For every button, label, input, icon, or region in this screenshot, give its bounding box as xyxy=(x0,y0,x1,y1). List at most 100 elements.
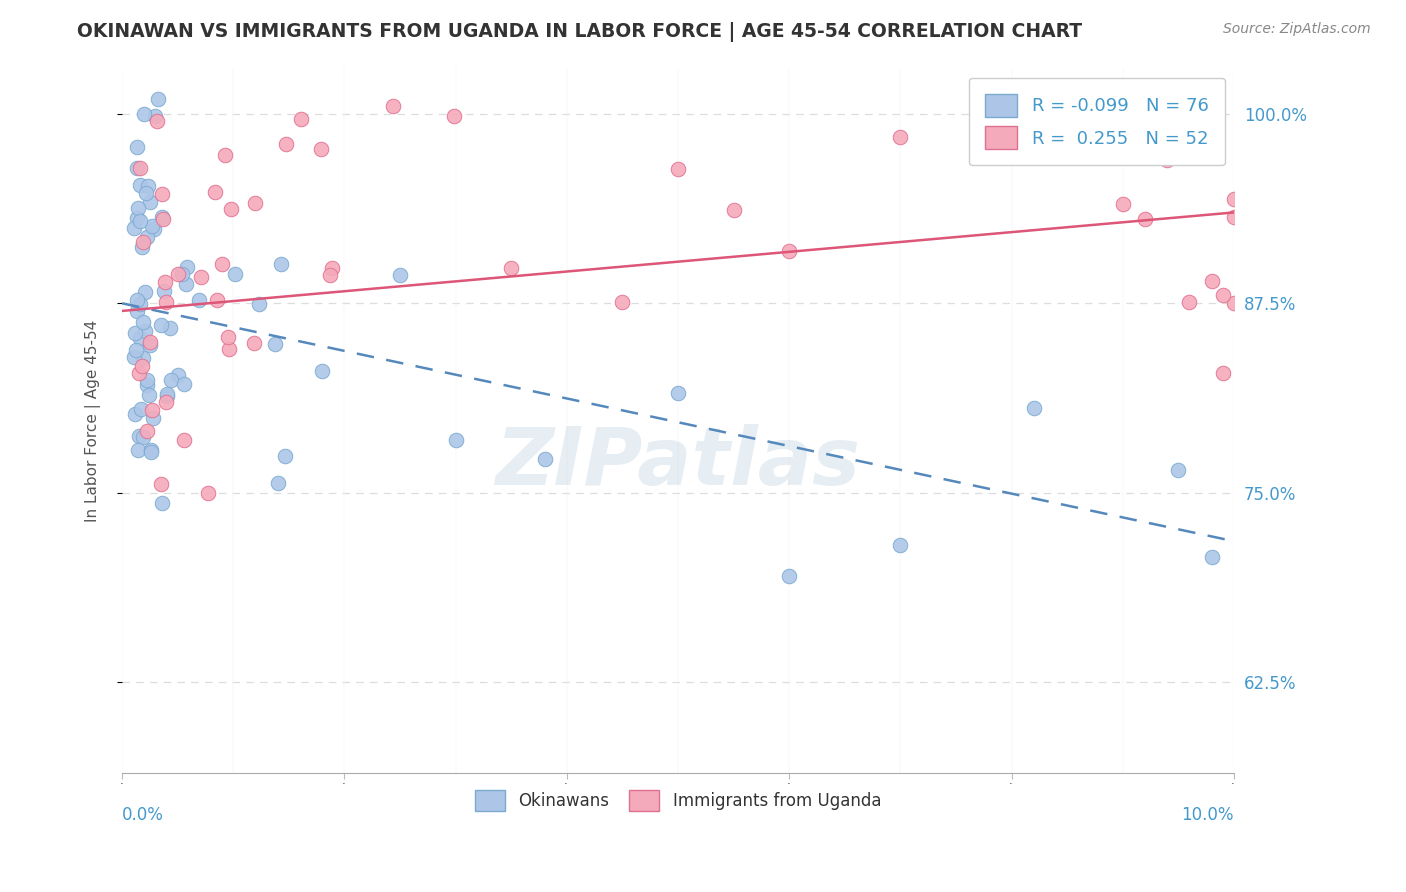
Point xyxy=(1167,463,1189,477)
Point xyxy=(311,364,333,378)
Point xyxy=(1201,274,1223,288)
Point xyxy=(1156,153,1178,167)
Point xyxy=(141,219,163,233)
Point xyxy=(166,267,188,281)
Point xyxy=(155,276,177,290)
Point xyxy=(150,477,173,491)
Point xyxy=(135,424,157,438)
Point xyxy=(152,212,174,227)
Point xyxy=(211,257,233,271)
Point xyxy=(129,214,152,228)
Point xyxy=(146,92,169,106)
Point xyxy=(1223,192,1246,206)
Point xyxy=(309,142,332,156)
Point xyxy=(132,315,155,329)
Point xyxy=(132,351,155,365)
Point xyxy=(247,297,270,311)
Point xyxy=(204,185,226,199)
Point xyxy=(156,389,179,403)
Point xyxy=(127,293,149,307)
Point xyxy=(205,293,228,307)
Point xyxy=(190,269,212,284)
Point xyxy=(889,538,911,552)
Point xyxy=(139,338,162,352)
Point xyxy=(138,388,160,402)
Point xyxy=(173,376,195,391)
Point xyxy=(501,260,523,275)
Point xyxy=(145,114,167,128)
Point xyxy=(243,336,266,351)
Point xyxy=(174,277,197,291)
Point xyxy=(135,186,157,201)
Point xyxy=(224,267,246,281)
Point xyxy=(1133,211,1156,226)
Point xyxy=(319,268,342,282)
Point xyxy=(723,202,745,217)
Point xyxy=(167,368,190,383)
Point xyxy=(134,285,156,299)
Point xyxy=(138,195,160,210)
Point xyxy=(176,260,198,274)
Text: ZIPatlas: ZIPatlas xyxy=(495,424,860,502)
Point xyxy=(160,373,183,387)
Point xyxy=(139,442,162,457)
Point xyxy=(134,324,156,338)
Point xyxy=(124,407,146,421)
Point xyxy=(217,330,239,344)
Point xyxy=(1223,296,1246,310)
Point xyxy=(131,235,153,250)
Point xyxy=(127,201,149,215)
Point xyxy=(128,161,150,176)
Point xyxy=(139,444,162,458)
Point xyxy=(1056,108,1078,122)
Point xyxy=(122,221,145,235)
Point xyxy=(125,161,148,176)
Text: Source: ZipAtlas.com: Source: ZipAtlas.com xyxy=(1223,22,1371,37)
Point xyxy=(141,410,163,425)
Point xyxy=(274,449,297,463)
Point xyxy=(214,148,236,162)
Point xyxy=(1178,295,1201,310)
Point xyxy=(243,196,266,211)
Point xyxy=(1223,210,1246,224)
Point xyxy=(1201,550,1223,565)
Y-axis label: In Labor Force | Age 45-54: In Labor Force | Age 45-54 xyxy=(86,319,101,522)
Point xyxy=(131,240,153,254)
Text: OKINAWAN VS IMMIGRANTS FROM UGANDA IN LABOR FORCE | AGE 45-54 CORRELATION CHART: OKINAWAN VS IMMIGRANTS FROM UGANDA IN LA… xyxy=(77,22,1083,42)
Point xyxy=(125,343,148,357)
Point xyxy=(173,433,195,447)
Point xyxy=(290,112,312,126)
Point xyxy=(129,297,152,311)
Point xyxy=(124,350,146,364)
Point xyxy=(127,443,149,458)
Point xyxy=(1000,99,1022,113)
Point xyxy=(263,337,285,351)
Text: 0.0%: 0.0% xyxy=(122,806,165,824)
Point xyxy=(135,372,157,386)
Point xyxy=(136,178,159,193)
Point xyxy=(187,293,209,307)
Point xyxy=(666,162,689,177)
Point xyxy=(218,342,240,356)
Point xyxy=(533,452,555,467)
Point xyxy=(131,359,153,373)
Point xyxy=(159,321,181,335)
Point xyxy=(143,222,166,236)
Legend: Okinawans, Immigrants from Uganda: Okinawans, Immigrants from Uganda xyxy=(461,776,894,824)
Point xyxy=(274,136,297,151)
Point xyxy=(889,130,911,145)
Point xyxy=(382,99,405,113)
Point xyxy=(197,486,219,500)
Point xyxy=(124,326,146,340)
Text: 10.0%: 10.0% xyxy=(1181,806,1234,824)
Point xyxy=(389,268,412,283)
Point xyxy=(219,202,242,216)
Point xyxy=(156,387,179,401)
Point xyxy=(443,109,465,123)
Point xyxy=(155,294,177,309)
Point xyxy=(125,139,148,153)
Point xyxy=(267,475,290,490)
Point xyxy=(1112,196,1135,211)
Point xyxy=(155,394,177,409)
Point xyxy=(131,401,153,416)
